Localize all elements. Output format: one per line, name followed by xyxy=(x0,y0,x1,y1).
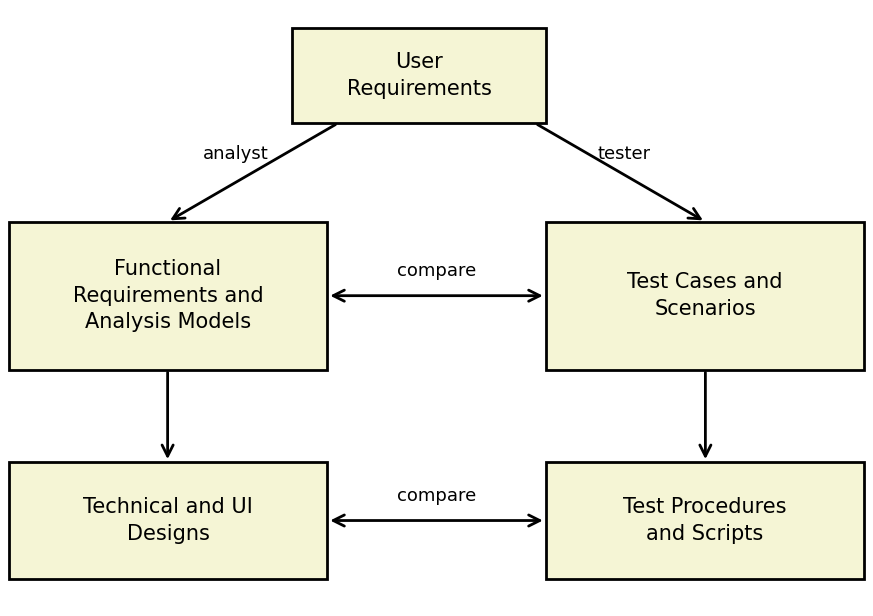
Text: Technical and UI
Designs: Technical and UI Designs xyxy=(83,497,253,544)
Text: Test Procedures
and Scripts: Test Procedures and Scripts xyxy=(623,497,787,544)
Text: User
Requirements: User Requirements xyxy=(347,52,491,99)
Text: compare: compare xyxy=(397,262,476,280)
FancyBboxPatch shape xyxy=(9,222,327,370)
FancyBboxPatch shape xyxy=(292,28,546,123)
FancyBboxPatch shape xyxy=(546,222,864,370)
FancyBboxPatch shape xyxy=(546,462,864,579)
FancyBboxPatch shape xyxy=(9,462,327,579)
Text: tester: tester xyxy=(598,145,650,163)
Text: compare: compare xyxy=(397,487,476,505)
Text: Functional
Requirements and
Analysis Models: Functional Requirements and Analysis Mod… xyxy=(72,259,264,332)
Text: Test Cases and
Scenarios: Test Cases and Scenarios xyxy=(627,272,783,319)
Text: analyst: analyst xyxy=(203,145,269,163)
